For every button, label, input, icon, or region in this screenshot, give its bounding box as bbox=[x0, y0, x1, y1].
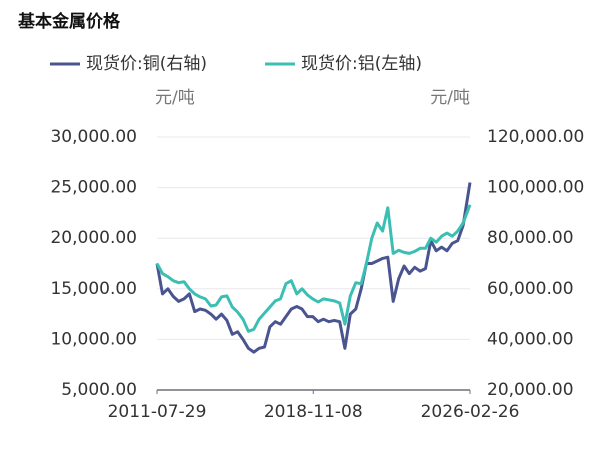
legend-label: 现货价:铜(右轴) bbox=[86, 54, 207, 74]
y2-tick-label: 120,000.00 bbox=[487, 127, 584, 147]
y-axis-unit: 元/吨 bbox=[155, 88, 195, 108]
y-tick-label: 15,000.00 bbox=[50, 279, 137, 299]
y2-tick-label: 40,000.00 bbox=[487, 329, 574, 349]
y-tick-label: 5,000.00 bbox=[61, 380, 137, 400]
legend-label: 现货价:铝(左轴) bbox=[301, 54, 422, 74]
x-tick-label: 2026-02-26 bbox=[421, 402, 520, 422]
y2-tick-label: 80,000.00 bbox=[487, 228, 574, 248]
series-line bbox=[155, 182, 472, 354]
y-tick-label: 10,000.00 bbox=[50, 329, 137, 349]
y2-axis-unit: 元/吨 bbox=[430, 88, 470, 108]
y-tick-label: 30,000.00 bbox=[50, 127, 137, 147]
chart-title: 基本金属价格 bbox=[17, 11, 121, 32]
y-tick-label: 25,000.00 bbox=[50, 178, 137, 198]
y2-tick-label: 60,000.00 bbox=[487, 279, 574, 299]
series-line bbox=[155, 204, 472, 333]
y2-tick-label: 20,000.00 bbox=[487, 380, 574, 400]
x-tick-label: 2011-07-29 bbox=[108, 402, 207, 422]
y-tick-label: 20,000.00 bbox=[50, 228, 137, 248]
y2-tick-label: 100,000.00 bbox=[487, 178, 584, 198]
x-tick-label: 2018-11-08 bbox=[264, 402, 363, 422]
